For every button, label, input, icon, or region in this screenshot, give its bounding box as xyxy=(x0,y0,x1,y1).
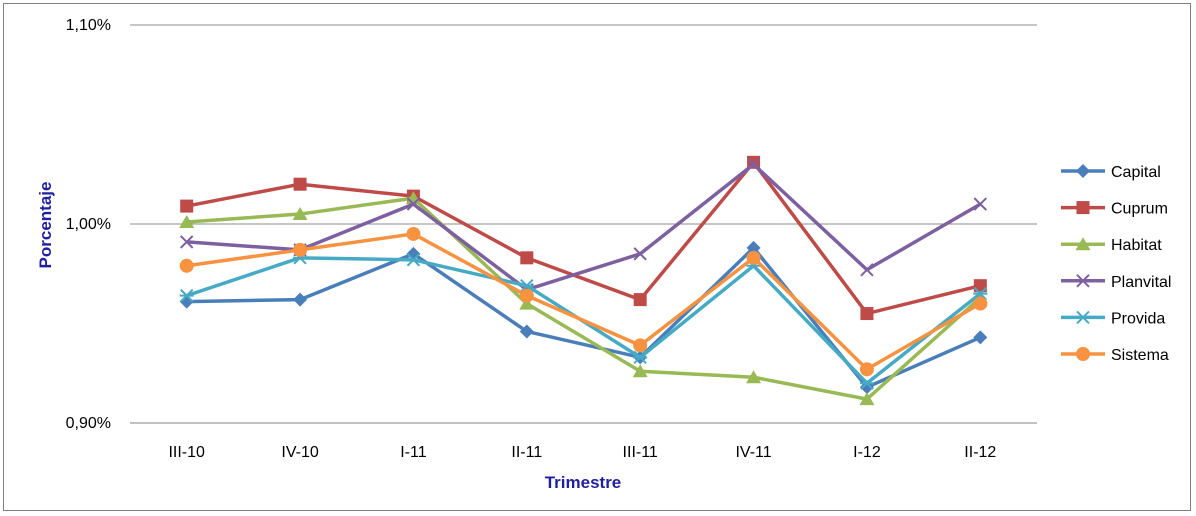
marker xyxy=(746,250,761,265)
marker xyxy=(1075,237,1091,251)
marker xyxy=(179,288,194,303)
marker xyxy=(633,293,647,307)
series-line xyxy=(186,160,981,316)
legend-label: Sistema xyxy=(1111,347,1169,364)
marker xyxy=(859,376,874,390)
legend-item-cuprum: Cuprum xyxy=(1061,201,1168,218)
marker xyxy=(179,258,194,273)
x-tick-label: I-11 xyxy=(400,444,426,461)
x-tick-label: II-12 xyxy=(964,444,996,461)
marker xyxy=(406,197,421,211)
marker xyxy=(179,215,195,229)
marker xyxy=(746,240,761,255)
marker xyxy=(520,251,534,265)
marker xyxy=(973,296,988,311)
marker xyxy=(860,307,874,321)
marker xyxy=(293,292,308,307)
series-group xyxy=(179,155,988,406)
marker xyxy=(1076,274,1090,288)
x-axis-title: Trimestre xyxy=(545,473,622,492)
marker xyxy=(633,247,647,261)
x-tick-label: I-12 xyxy=(853,444,881,461)
marker xyxy=(746,370,762,384)
marker xyxy=(973,286,988,301)
marker xyxy=(406,253,421,267)
marker xyxy=(973,279,987,293)
marker xyxy=(860,263,874,277)
legend-item-habitat: Habitat xyxy=(1061,237,1162,254)
marker xyxy=(519,278,534,293)
x-tick-label: III-11 xyxy=(623,444,658,461)
marker xyxy=(406,226,421,241)
marker xyxy=(633,350,648,365)
series-line xyxy=(186,232,982,372)
marker xyxy=(1076,164,1090,178)
legend-item-planvital: Planvital xyxy=(1061,274,1171,291)
y-tick-labels: 0,90% 1,00% 1,10% xyxy=(66,17,111,432)
marker xyxy=(519,324,534,339)
legend-label: Provida xyxy=(1111,310,1165,327)
marker xyxy=(859,392,875,406)
marker xyxy=(519,288,534,303)
marker xyxy=(746,157,761,172)
y-axis-title: Porcentaje xyxy=(36,182,55,269)
chart-frame xyxy=(3,3,1191,511)
legend-item-capital: Capital xyxy=(1061,164,1161,181)
marker xyxy=(293,177,307,191)
y-tick-label: 0,90% xyxy=(66,415,111,432)
gridlines xyxy=(130,24,1037,424)
marker xyxy=(1076,347,1090,361)
marker xyxy=(973,330,988,345)
x-tick-label: IV-10 xyxy=(281,444,318,461)
x-tick-label: IV-11 xyxy=(735,444,771,461)
x-tick-labels: III-10 IV-10 I-11 II-11 III-11 IV-11 I-12 II-12 xyxy=(168,444,996,461)
marker xyxy=(633,338,648,353)
marker xyxy=(632,364,648,378)
marker xyxy=(1076,201,1090,215)
legend-label: Habitat xyxy=(1111,237,1162,254)
marker xyxy=(292,207,308,221)
legend-item-provida: Provida xyxy=(1061,310,1165,327)
legend: Capital Cuprum Habitat Planvital Provida Sist… xyxy=(1061,164,1171,364)
marker xyxy=(973,197,988,211)
legend-item-sistema: Sistema xyxy=(1061,347,1169,364)
marker xyxy=(519,296,535,310)
series-line xyxy=(186,196,982,401)
x-tick-label: II-11 xyxy=(511,444,542,461)
legend-label: Planvital xyxy=(1111,274,1171,291)
series-line xyxy=(186,162,982,292)
marker xyxy=(859,362,874,377)
legend-label: Cuprum xyxy=(1111,201,1168,218)
marker xyxy=(293,242,308,257)
marker xyxy=(1076,310,1090,325)
series-sistema xyxy=(179,226,988,377)
y-tick-label: 1,10% xyxy=(66,17,111,34)
marker xyxy=(179,235,194,249)
marker xyxy=(180,199,194,213)
y-tick-label: 1,00% xyxy=(66,216,111,233)
legend-label: Capital xyxy=(1111,164,1161,181)
x-tick-label: III-10 xyxy=(168,444,205,461)
